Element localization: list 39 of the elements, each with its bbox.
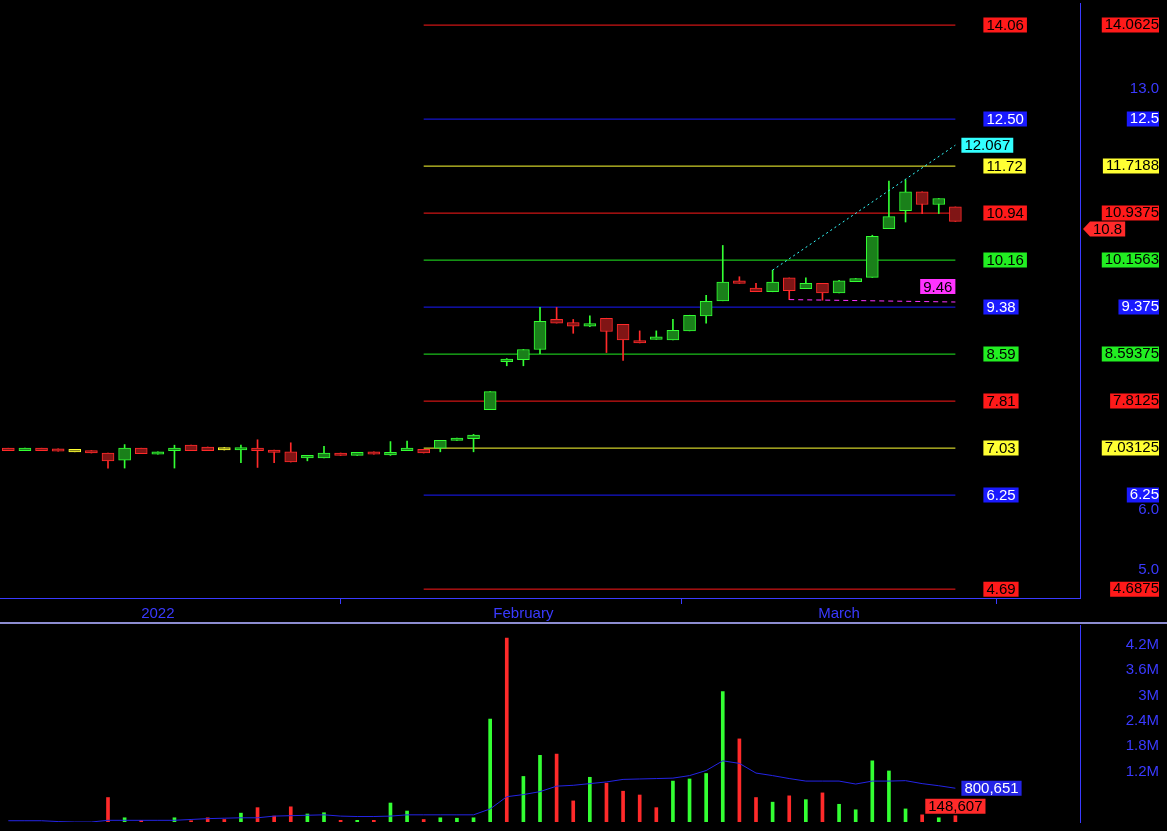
ref-line-label: 6.25 xyxy=(986,486,1016,504)
x-tick-label: February xyxy=(493,604,554,622)
data-label: 12.067 xyxy=(964,136,1011,154)
y-tick-label: 14.0625 xyxy=(1104,15,1159,33)
y-tick-label: 1.8M xyxy=(1125,736,1159,754)
ref-line-label: 4.69 xyxy=(986,580,1016,598)
x-tick-label: 2022 xyxy=(141,604,175,622)
y-tick-label: 13.0 xyxy=(1129,79,1159,97)
ref-line-label: 11.72 xyxy=(986,157,1023,175)
y-tick-label: 11.7188 xyxy=(1105,156,1159,174)
y-tick-label: 3M xyxy=(1138,685,1159,703)
x-tick-label: March xyxy=(818,604,860,622)
y-tick-label: 6.0 xyxy=(1138,500,1159,518)
y-tick-label: 7.8125 xyxy=(1113,391,1159,409)
ref-line-label: 10.94 xyxy=(986,204,1024,222)
y-tick-label: 4.2M xyxy=(1125,634,1159,652)
ref-line-label: 8.59 xyxy=(986,345,1016,363)
y-tick-label: 10.9375 xyxy=(1104,203,1159,221)
y-tick-label: 2.4M xyxy=(1125,710,1159,728)
ref-line-label: 7.03 xyxy=(986,439,1016,457)
y-tick-label: 6.25 xyxy=(1129,485,1159,503)
ref-line-label: 14.06 xyxy=(986,16,1024,34)
y-tick-label: 8.59375 xyxy=(1104,344,1159,362)
text: 10.8 xyxy=(1093,220,1123,238)
y-tick-label: 10.1563 xyxy=(1104,250,1159,268)
data-label: 148,607 xyxy=(928,797,983,815)
data-label: 800,651 xyxy=(964,779,1019,797)
y-tick-label: 9.375 xyxy=(1121,297,1159,315)
ref-line-label: 9.38 xyxy=(986,298,1016,316)
y-tick-label: 3.6M xyxy=(1125,660,1159,678)
ref-line-label: 7.81 xyxy=(986,392,1016,410)
ref-line-label: 12.50 xyxy=(986,110,1024,128)
data-label: 9.46 xyxy=(923,277,953,295)
y-tick-label: 1.2M xyxy=(1125,761,1159,779)
y-tick-label: 5.0 xyxy=(1138,560,1159,578)
y-tick-label: 12.5 xyxy=(1129,109,1159,127)
ref-line-label: 10.16 xyxy=(986,251,1024,269)
y-tick-label: 4.6875 xyxy=(1113,579,1159,597)
y-tick-label: 7.03125 xyxy=(1104,438,1159,456)
